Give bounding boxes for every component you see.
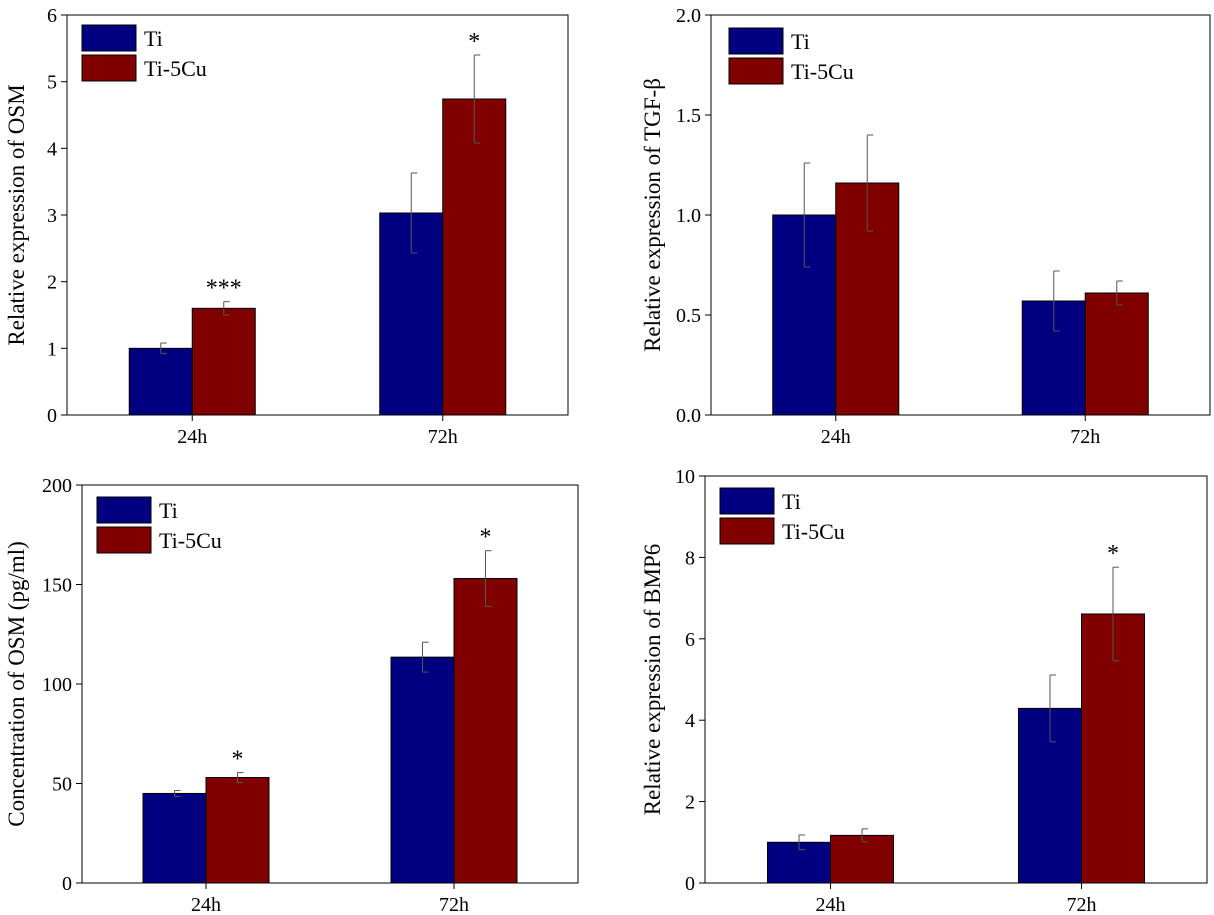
legend-label-ti: Ti (782, 489, 801, 514)
x-tick-label-24h: 24h (821, 426, 851, 448)
y-tick-label: 8 (685, 547, 695, 569)
y-tick-label: 200 (42, 475, 72, 497)
x-tick-label-72h: 72h (1067, 894, 1097, 915)
y-tick-label: 5 (47, 72, 57, 94)
chart-panel-bottom-left: * 24h * 72h 0 50 100 150 200 Concentration of OSM… (4, 475, 579, 915)
y-tick-label: 6 (47, 5, 57, 27)
bar-ti-24h (128, 347, 193, 416)
legend-label-ti-5cu: Ti-5Cu (791, 59, 854, 84)
significance-label: * (1107, 541, 1119, 567)
y-tick-label: 2 (685, 792, 695, 814)
x-tick-label-72h: 72h (1070, 426, 1100, 448)
y-tick-label: 4 (685, 710, 695, 732)
plot-frame (66, 14, 569, 416)
legend-swatch-ti-5cu (719, 517, 775, 545)
bar-ti-5cu-72h (1084, 292, 1149, 416)
bar-ti-5cu-24h (830, 834, 894, 884)
y-tick-label: 2 (47, 272, 57, 294)
chart-panel-top-right: 24h 72h 0.0 0.5 1.0 1.5 2.0 Relative expression… (640, 5, 1211, 448)
bar-ti-5cu-24h (205, 777, 270, 884)
legend-label-ti: Ti (159, 498, 178, 523)
legend-label-ti: Ti (144, 26, 163, 51)
y-axis-label: Relative expression of TGF-β (640, 78, 665, 352)
y-tick-label: 10 (675, 466, 695, 488)
legend-label-ti-5cu: Ti-5Cu (144, 56, 207, 81)
y-tick-label: 0 (685, 873, 695, 895)
plot-frame (81, 484, 579, 884)
y-tick-label: 0.0 (676, 405, 701, 427)
legend-swatch-ti-5cu (81, 54, 137, 82)
y-tick-label: 100 (42, 674, 72, 696)
legend-label-ti-5cu: Ti-5Cu (782, 519, 845, 544)
y-tick-label: 1 (47, 338, 57, 360)
x-tick-label-72h: 72h (439, 894, 469, 915)
plot-frame (704, 475, 1208, 884)
legend-swatch-ti-5cu (728, 57, 784, 85)
y-tick-label: 1.5 (676, 105, 701, 127)
chart-panel-top-left: *** 24h * 72h 0 1 2 3 4 5 6 Relative expression of … (4, 5, 569, 448)
bar-ti-5cu-72h (453, 578, 518, 884)
legend-label-ti-5cu: Ti-5Cu (159, 528, 222, 553)
legend-swatch-ti (719, 487, 775, 515)
plot-frame (710, 14, 1211, 416)
y-axis-label: Relative expression of OSM (4, 84, 29, 345)
y-tick-label: 50 (52, 774, 72, 796)
bar-ti-5cu-72h (442, 98, 507, 416)
y-tick-label: 2.0 (676, 5, 701, 27)
significance-label: * (468, 29, 480, 55)
x-tick-label-24h: 24h (191, 894, 221, 915)
legend-swatch-ti-5cu (96, 526, 152, 554)
y-tick-label: 3 (47, 205, 57, 227)
y-axis-label: Relative expression of BMP6 (640, 544, 665, 816)
x-tick-label-24h: 24h (177, 426, 207, 448)
y-tick-label: 4 (47, 138, 57, 160)
y-tick-label: 0 (62, 873, 72, 895)
y-tick-label: 6 (685, 629, 695, 651)
significance-label: * (232, 747, 244, 773)
bar-ti-72h (390, 656, 455, 884)
y-axis-label: Concentration of OSM (pg/ml) (4, 541, 29, 827)
legend-swatch-ti (96, 496, 152, 524)
significance-label: * (480, 525, 492, 551)
x-tick-label-72h: 72h (428, 426, 458, 448)
legend-swatch-ti (728, 27, 784, 55)
y-tick-label: 0 (47, 405, 57, 427)
x-tick-label-24h: 24h (816, 894, 846, 915)
legend-swatch-ti (81, 24, 137, 52)
bar-ti-5cu-24h (191, 307, 256, 416)
significance-label: *** (206, 276, 242, 302)
chart-panel-bottom-right: 24h * 72h 0 2 4 6 8 10 Relative expression of BMP… (640, 466, 1208, 915)
y-tick-label: 150 (42, 575, 72, 597)
y-tick-label: 0.5 (676, 305, 701, 327)
y-tick-label: 1.0 (676, 205, 701, 227)
legend-label-ti: Ti (791, 29, 810, 54)
bar-ti-24h (142, 792, 207, 884)
